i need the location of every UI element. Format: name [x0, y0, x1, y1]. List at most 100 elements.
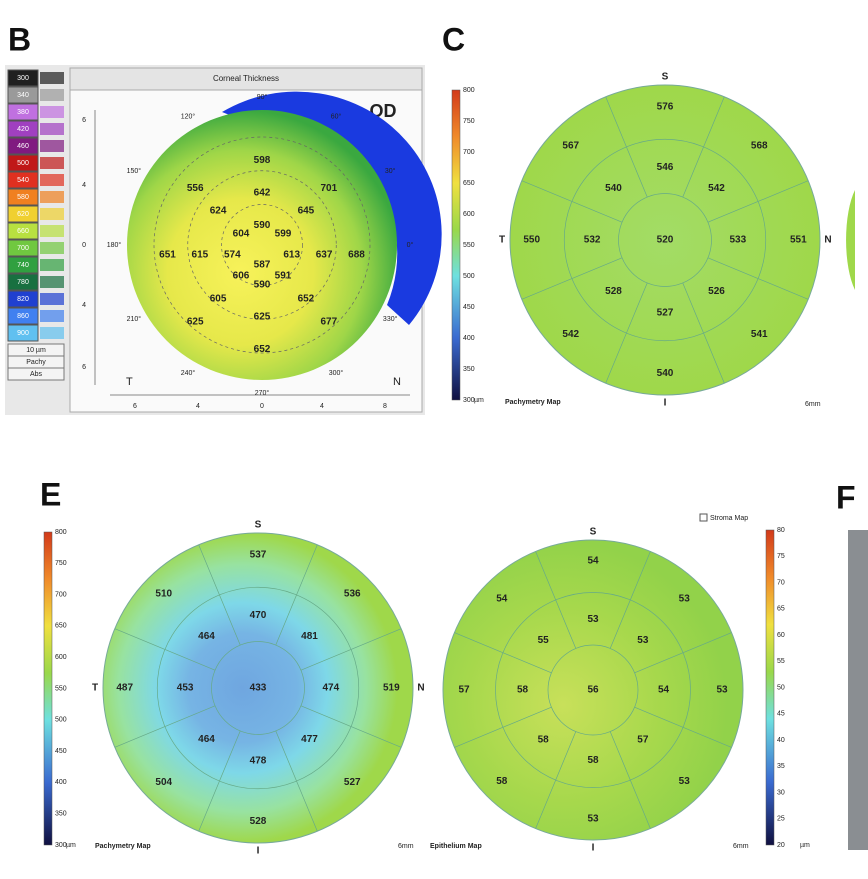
thickness-map — [127, 110, 397, 380]
sector-line — [609, 551, 651, 649]
scale-label: 450 — [463, 304, 475, 311]
sector-line — [198, 730, 241, 832]
sector-line — [521, 257, 623, 300]
map-caption: 6mm — [733, 843, 749, 850]
color-swatch-detail — [40, 327, 64, 339]
color-swatch-detail — [40, 191, 64, 203]
map-value: 574 — [224, 250, 241, 261]
scale-label: 300 — [463, 397, 475, 404]
map-value: 55 — [538, 635, 550, 646]
scale-label: 650 — [55, 623, 67, 630]
angle-label: 270° — [255, 389, 270, 397]
color-swatch — [7, 188, 39, 206]
map-value: 536 — [344, 588, 361, 599]
panel-label: C — [442, 21, 465, 57]
checkbox[interactable] — [699, 513, 708, 522]
map-caption: 6mm — [398, 843, 414, 850]
compass-label: I — [664, 398, 667, 409]
scale-label: 50 — [777, 684, 785, 691]
map-value: 652 — [254, 344, 271, 355]
map-value: 487 — [116, 683, 133, 694]
map-caption: Epithelium Map — [430, 843, 482, 850]
map-value: 527 — [657, 307, 674, 318]
sector-line — [634, 632, 732, 674]
map-value: 701 — [320, 183, 337, 194]
scale-label: 350 — [55, 811, 67, 818]
color-swatch — [7, 205, 39, 223]
color-swatch — [7, 86, 39, 104]
map-value: 54 — [587, 556, 599, 567]
scale-label: 700 — [463, 149, 475, 156]
map-caption: 6mm — [805, 401, 821, 408]
sector-line — [535, 731, 577, 829]
map-value: 541 — [751, 329, 768, 340]
map-value: 651 — [159, 250, 176, 261]
map-value: 478 — [250, 755, 267, 766]
color-swatch — [7, 239, 39, 257]
map-value: 54 — [496, 593, 508, 604]
scale-label: 900 — [17, 330, 29, 337]
scale-label: 550 — [55, 685, 67, 692]
map-value: 537 — [250, 549, 267, 560]
map-value: 464 — [198, 631, 215, 642]
map-value: 58 — [587, 755, 599, 766]
map-value: 550 — [523, 235, 540, 246]
color-swatch-detail — [40, 259, 64, 271]
panel-f-bar — [848, 530, 868, 850]
angle-label: 180° — [107, 241, 122, 249]
scale-label: 40 — [777, 737, 785, 744]
scale-label: 580 — [17, 194, 29, 201]
sector-line — [300, 705, 402, 748]
toggle-label: Stroma Map — [710, 515, 748, 522]
scale-label: 20 — [777, 842, 785, 849]
map-value: 528 — [250, 816, 267, 827]
scale-label: 550 — [463, 242, 475, 249]
sector-line — [707, 257, 809, 300]
corner-label: T — [126, 376, 133, 388]
angle-label: 330° — [383, 315, 398, 323]
scale-label: 300 — [55, 842, 67, 849]
map-value: 56 — [587, 685, 599, 696]
map-value: 526 — [708, 286, 725, 297]
zone-ring — [153, 136, 371, 354]
map-value: 556 — [187, 183, 204, 194]
sector-line — [605, 96, 648, 198]
scale-label: 700 — [17, 245, 29, 252]
color-swatch — [7, 324, 39, 342]
map-value: 615 — [192, 250, 209, 261]
sector-line — [114, 705, 216, 748]
scale-label: 420 — [17, 126, 29, 133]
y-tick-label: 0 — [82, 242, 86, 249]
map-value: 453 — [177, 683, 194, 694]
compass-label: S — [662, 72, 669, 83]
sector-line — [454, 632, 552, 674]
color-swatch — [7, 273, 39, 291]
map-value: 477 — [301, 734, 318, 745]
zone-ring — [495, 592, 691, 788]
scale-label: 660 — [17, 228, 29, 235]
scale-label: 780 — [17, 279, 29, 286]
color-swatch-detail — [40, 123, 64, 135]
map-value: 57 — [637, 734, 649, 745]
compass-label: I — [257, 846, 260, 857]
map-value: 527 — [344, 777, 361, 788]
map-value: 542 — [562, 329, 579, 340]
color-swatch-detail — [40, 242, 64, 254]
angle-label: 210° — [127, 315, 142, 323]
panel-d-edge — [846, 190, 855, 290]
angle-label: 60° — [331, 113, 342, 121]
map-value: 520 — [657, 235, 674, 246]
angle-label: 30° — [385, 167, 396, 175]
scale-label: 860 — [17, 313, 29, 320]
map-title: Corneal Thickness — [213, 74, 279, 83]
scale-label: 500 — [17, 160, 29, 167]
color-swatch — [7, 154, 39, 172]
map-value: 58 — [496, 776, 508, 787]
color-swatch — [7, 137, 39, 155]
panel-label: B — [8, 21, 31, 57]
x-tick-label: 8 — [383, 403, 387, 410]
color-swatch — [7, 120, 39, 138]
compass-label: S — [590, 527, 597, 538]
sector-line — [454, 706, 552, 748]
